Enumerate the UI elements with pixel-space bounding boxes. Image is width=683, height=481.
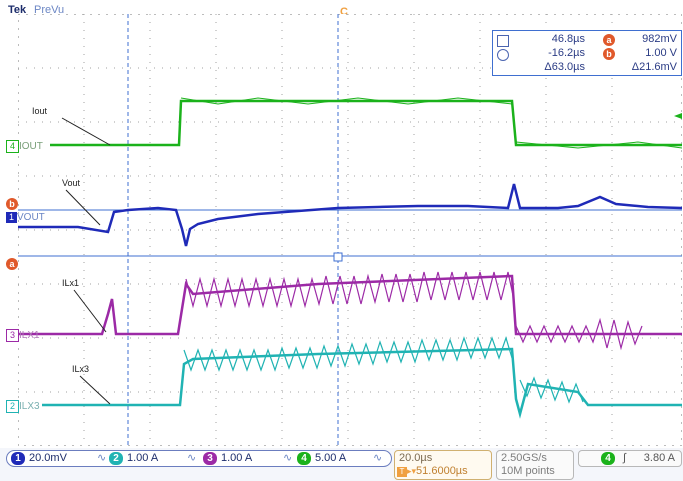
trigger-panel[interactable]: 4 ∫ 3.80 A <box>578 450 682 467</box>
rising-edge-icon: ∫ <box>623 452 627 464</box>
cursor2-time: -16.2µs <box>548 47 585 59</box>
ch1-badge: 1 <box>11 452 25 465</box>
trace-ilx1 <box>18 274 682 336</box>
ch3-marker[interactable]: 3 ILX1 <box>6 329 40 342</box>
cursor-b-badge: b <box>603 48 615 60</box>
cursor-b-tag[interactable]: b <box>6 198 18 210</box>
label-iout: Iout <box>32 106 48 116</box>
trace-ilx3-ripple <box>183 336 584 404</box>
ch2-bw-icon: ∿ <box>187 452 197 464</box>
ch2-marker-num: 2 <box>6 400 19 413</box>
ch1-scale: 20.0mV <box>29 452 67 464</box>
acquisition-panel[interactable]: 2.50GS/s 10M points <box>496 450 574 480</box>
ch2-marker[interactable]: 2 ILX3 <box>6 400 40 413</box>
ch3-scale-group[interactable]: 3 1.00 A <box>203 451 252 466</box>
trigger-delay-icon: T <box>397 467 407 477</box>
ch1-scale-group[interactable]: 1 20.0mV <box>11 451 67 466</box>
cursor-a-badge: a <box>603 34 615 46</box>
ch2-scale: 1.00 A <box>127 452 159 464</box>
record-length: 10M points <box>501 465 555 477</box>
graticule <box>18 14 682 446</box>
scope-display[interactable]: Iout Vout ILx1 ILx3 <box>18 14 682 446</box>
ch4-scale-group[interactable]: 4 5.00 A <box>297 451 346 466</box>
ch2-scale-group[interactable]: 2 1.00 A <box>109 451 158 466</box>
trace-vout <box>18 183 682 247</box>
sample-rate: 2.50GS/s <box>501 452 547 464</box>
cursor-readout-panel: 46.8µs a 982mV -16.2µs b 1.00 V Δ63.0µs … <box>492 30 682 76</box>
ch1-marker[interactable]: 1 VOUT <box>6 212 45 223</box>
ch2-badge: 2 <box>109 452 123 465</box>
delta-value: Δ21.6mV <box>631 61 677 73</box>
ch4-marker[interactable]: 4 IOUT <box>6 140 43 153</box>
timebase-value: 20.0µs <box>399 452 433 464</box>
cursor-position-marker[interactable]: C <box>340 6 348 18</box>
ch3-badge: 3 <box>203 452 217 465</box>
mode-label: PreVu <box>34 4 65 16</box>
label-vout: Vout <box>62 178 81 188</box>
ch3-marker-name: ILX1 <box>19 330 40 341</box>
status-bar: 1 20.0mV ∿ 2 1.00 A ∿ 3 1.00 A ∿ 4 5.00 A ∿ … <box>0 448 683 481</box>
ch2-marker-name: ILX3 <box>19 401 40 412</box>
trigger-source-badge: 4 <box>601 452 615 465</box>
ch3-scale: 1.00 A <box>221 452 253 464</box>
label-ilx3: ILx3 <box>72 364 89 374</box>
timebase-panel[interactable]: 20.0µs T ▸▾51.6000µs <box>394 450 492 480</box>
ch4-marker-num: 4 <box>6 140 19 153</box>
ch1-marker-name: VOUT <box>17 212 45 223</box>
trace-iout-noise <box>180 97 682 149</box>
ch4-badge: 4 <box>297 452 311 465</box>
trigger-delay-row: T ▸▾51.6000µs <box>397 465 468 477</box>
annotation-leaders <box>61 117 111 405</box>
trigger-level: 3.80 A <box>643 452 675 464</box>
label-ilx1: ILx1 <box>62 278 79 288</box>
delta-time: Δ63.0µs <box>544 61 585 73</box>
brand-logo: Tek <box>8 4 27 16</box>
center-marker[interactable] <box>333 252 343 262</box>
ch4-scale: 5.00 A <box>315 452 347 464</box>
ch1-bw-icon: ∿ <box>97 452 107 464</box>
ch1-marker-num: 1 <box>6 212 17 223</box>
ch3-marker-num: 3 <box>6 329 19 342</box>
cursor1-square-icon <box>497 35 509 47</box>
ch4-marker-name: IOUT <box>19 141 43 152</box>
ch3-bw-icon: ∿ <box>283 452 293 464</box>
cursor-a-tag[interactable]: a <box>6 258 18 270</box>
cursor-b-value: 1.00 V <box>645 47 677 59</box>
trace-ilx1-ripple <box>185 271 643 351</box>
trigger-delay-value: 51.6000µs <box>416 465 468 477</box>
channel-scales: 1 20.0mV ∿ 2 1.00 A ∿ 3 1.00 A ∿ 4 5.00 A ∿ <box>6 450 392 467</box>
trigger-level-arrow[interactable] <box>674 113 682 119</box>
cursor2-circle-icon <box>497 49 509 61</box>
cursor-a-value: 982mV <box>642 33 677 45</box>
cursor1-time: 46.8µs <box>551 33 585 45</box>
ch4-bw-icon: ∿ <box>373 452 383 464</box>
